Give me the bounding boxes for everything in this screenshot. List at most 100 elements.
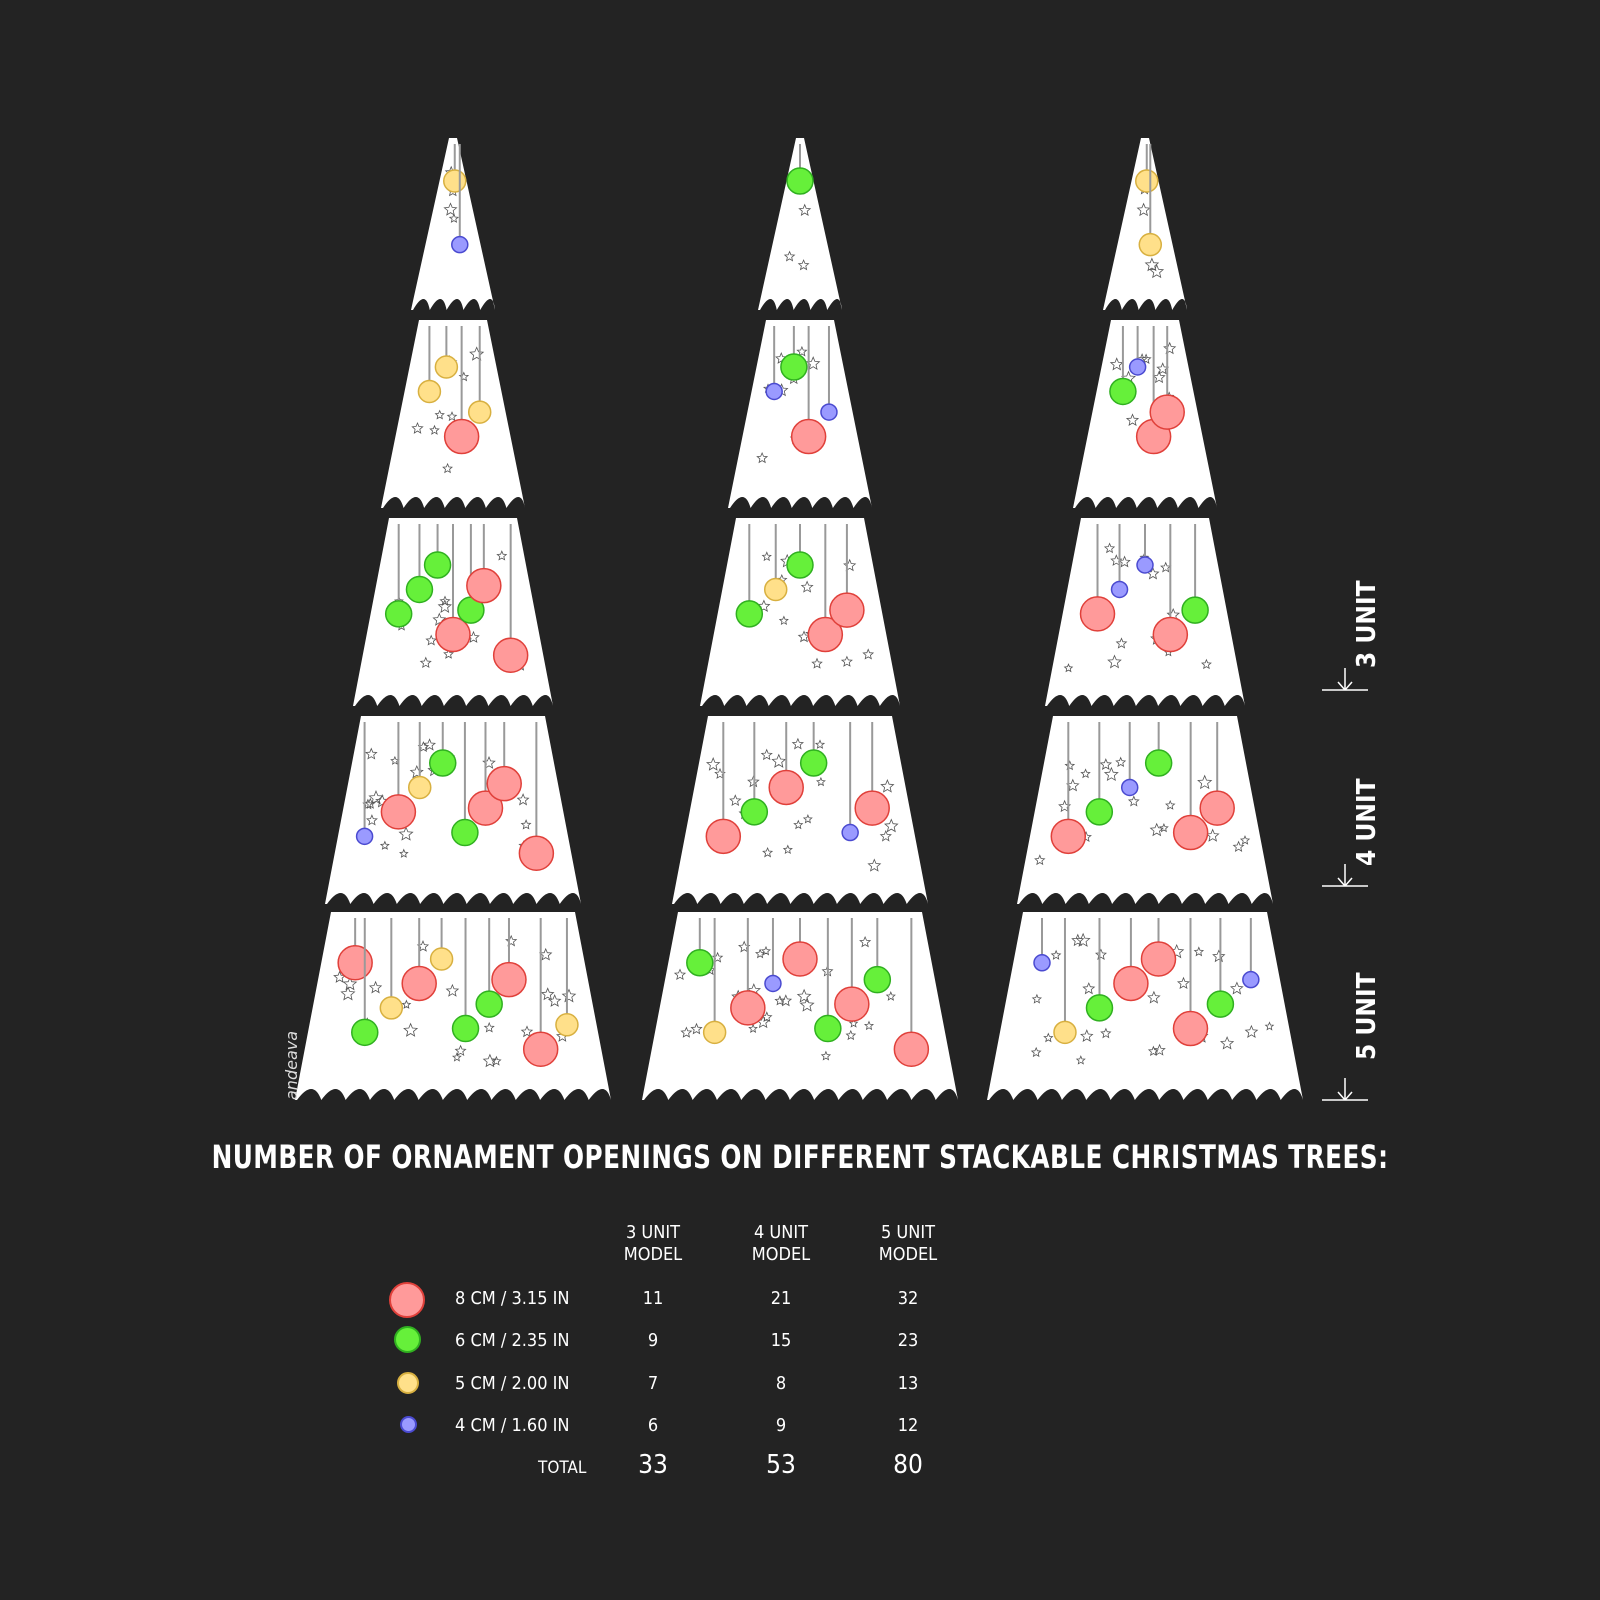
star-icon bbox=[1125, 413, 1140, 426]
tree-tier bbox=[1017, 716, 1273, 904]
red-ornament bbox=[829, 592, 865, 628]
yellow-ornament bbox=[443, 169, 467, 193]
star-icon bbox=[1264, 1021, 1275, 1031]
star-icon bbox=[454, 1044, 467, 1057]
star-icon bbox=[1103, 542, 1116, 554]
star-icon bbox=[791, 737, 804, 750]
green-ornament bbox=[405, 575, 434, 604]
tree-tier-body bbox=[672, 716, 928, 904]
star-icon bbox=[800, 580, 814, 593]
star-icon bbox=[368, 790, 384, 805]
star-icon bbox=[859, 935, 872, 948]
green-ornament bbox=[735, 600, 764, 628]
star-icon bbox=[419, 656, 432, 669]
cell: 9 bbox=[775, 1415, 787, 1436]
tree-tier bbox=[1045, 518, 1245, 706]
tree-tier bbox=[728, 320, 872, 508]
cell: 32 bbox=[897, 1288, 919, 1309]
star-icon bbox=[368, 980, 383, 994]
star-icon bbox=[1050, 949, 1062, 960]
star-icon bbox=[757, 599, 771, 612]
red-ornament bbox=[834, 986, 870, 1022]
star-icon bbox=[446, 411, 458, 422]
green-ornament bbox=[1109, 377, 1137, 406]
green-ornament bbox=[1085, 798, 1114, 826]
unit-marker-3: 3 UNIT bbox=[1352, 580, 1382, 668]
green-ornament bbox=[786, 551, 814, 579]
star-icon bbox=[340, 986, 356, 1001]
star-icon bbox=[458, 371, 470, 382]
tree-tier-body bbox=[295, 912, 611, 1100]
tree-tier bbox=[295, 912, 611, 1100]
blue-ornament bbox=[1242, 970, 1260, 989]
tree-5-tiers bbox=[987, 138, 1303, 1100]
star-icon bbox=[1071, 933, 1085, 947]
green-ornament bbox=[384, 600, 413, 628]
star-icon bbox=[1082, 982, 1096, 995]
star-icon bbox=[1212, 949, 1226, 963]
cell: 6 bbox=[647, 1415, 659, 1436]
star-icon bbox=[1115, 756, 1127, 768]
star-icon bbox=[1197, 774, 1213, 790]
column-header-4-unit: 4 UNIT MODEL bbox=[751, 1222, 811, 1265]
blue-ornament bbox=[1120, 778, 1139, 797]
star-icon bbox=[1149, 263, 1165, 279]
star-icon bbox=[799, 997, 815, 1012]
star-icon bbox=[437, 599, 452, 613]
unit-marker-arrow bbox=[1322, 668, 1368, 691]
star-icon bbox=[1152, 370, 1166, 384]
blue-ornament bbox=[841, 823, 859, 842]
star-icon bbox=[761, 551, 772, 562]
green-ornament bbox=[451, 818, 479, 847]
star-icon bbox=[496, 550, 508, 561]
star-icon bbox=[1064, 760, 1076, 771]
row-label-5cm: 5 CM / 2.00 IN bbox=[455, 1373, 570, 1394]
red-ornament bbox=[337, 945, 373, 981]
star-icon bbox=[520, 1025, 534, 1038]
star-icon bbox=[443, 648, 454, 659]
star-icon bbox=[1193, 946, 1205, 957]
blue-ornament bbox=[1033, 954, 1051, 972]
star-icon bbox=[1147, 1045, 1159, 1057]
star-icon bbox=[401, 999, 412, 1009]
star-icon bbox=[880, 779, 895, 793]
ornament-count-table: 3 UNIT MODEL 4 UNIT MODEL 5 UNIT MODEL 8 CM… bbox=[380, 1222, 980, 1482]
red-ornament bbox=[705, 818, 742, 855]
red-ornament bbox=[491, 961, 527, 998]
red-ornament bbox=[467, 790, 504, 826]
yellow-ornament bbox=[429, 947, 454, 971]
star-icon bbox=[779, 994, 793, 1007]
red-ornament bbox=[466, 567, 502, 604]
star-icon bbox=[783, 250, 796, 262]
star-icon bbox=[366, 814, 378, 826]
green-ornament bbox=[686, 949, 714, 977]
red-ornament bbox=[1172, 814, 1209, 851]
star-icon bbox=[796, 345, 808, 357]
star-icon bbox=[1201, 658, 1212, 670]
star-icon bbox=[1239, 835, 1251, 845]
star-icon bbox=[760, 945, 771, 956]
star-icon bbox=[845, 1029, 857, 1041]
star-icon bbox=[1127, 795, 1140, 807]
green-ornament bbox=[451, 1014, 480, 1043]
star-icon bbox=[442, 462, 453, 474]
star-icon bbox=[1107, 654, 1122, 669]
green-ornament bbox=[1085, 994, 1114, 1022]
green-ornament bbox=[799, 749, 828, 777]
star-icon bbox=[1075, 932, 1091, 947]
star-icon bbox=[793, 819, 804, 830]
star-icon bbox=[1153, 1043, 1166, 1056]
star-icon bbox=[1165, 799, 1176, 810]
star-icon bbox=[816, 776, 826, 787]
star-icon bbox=[755, 948, 766, 959]
tree-3-tiers bbox=[295, 138, 611, 1100]
yellow-ornament bbox=[1138, 232, 1163, 257]
red-ornament bbox=[1172, 1010, 1209, 1047]
star-icon bbox=[1080, 768, 1091, 779]
trees-illustration bbox=[295, 138, 1368, 1101]
star-icon bbox=[1136, 202, 1151, 217]
star-icon bbox=[448, 213, 460, 223]
red-ornament bbox=[492, 637, 529, 673]
blue-ornament-swatch bbox=[400, 1416, 417, 1433]
